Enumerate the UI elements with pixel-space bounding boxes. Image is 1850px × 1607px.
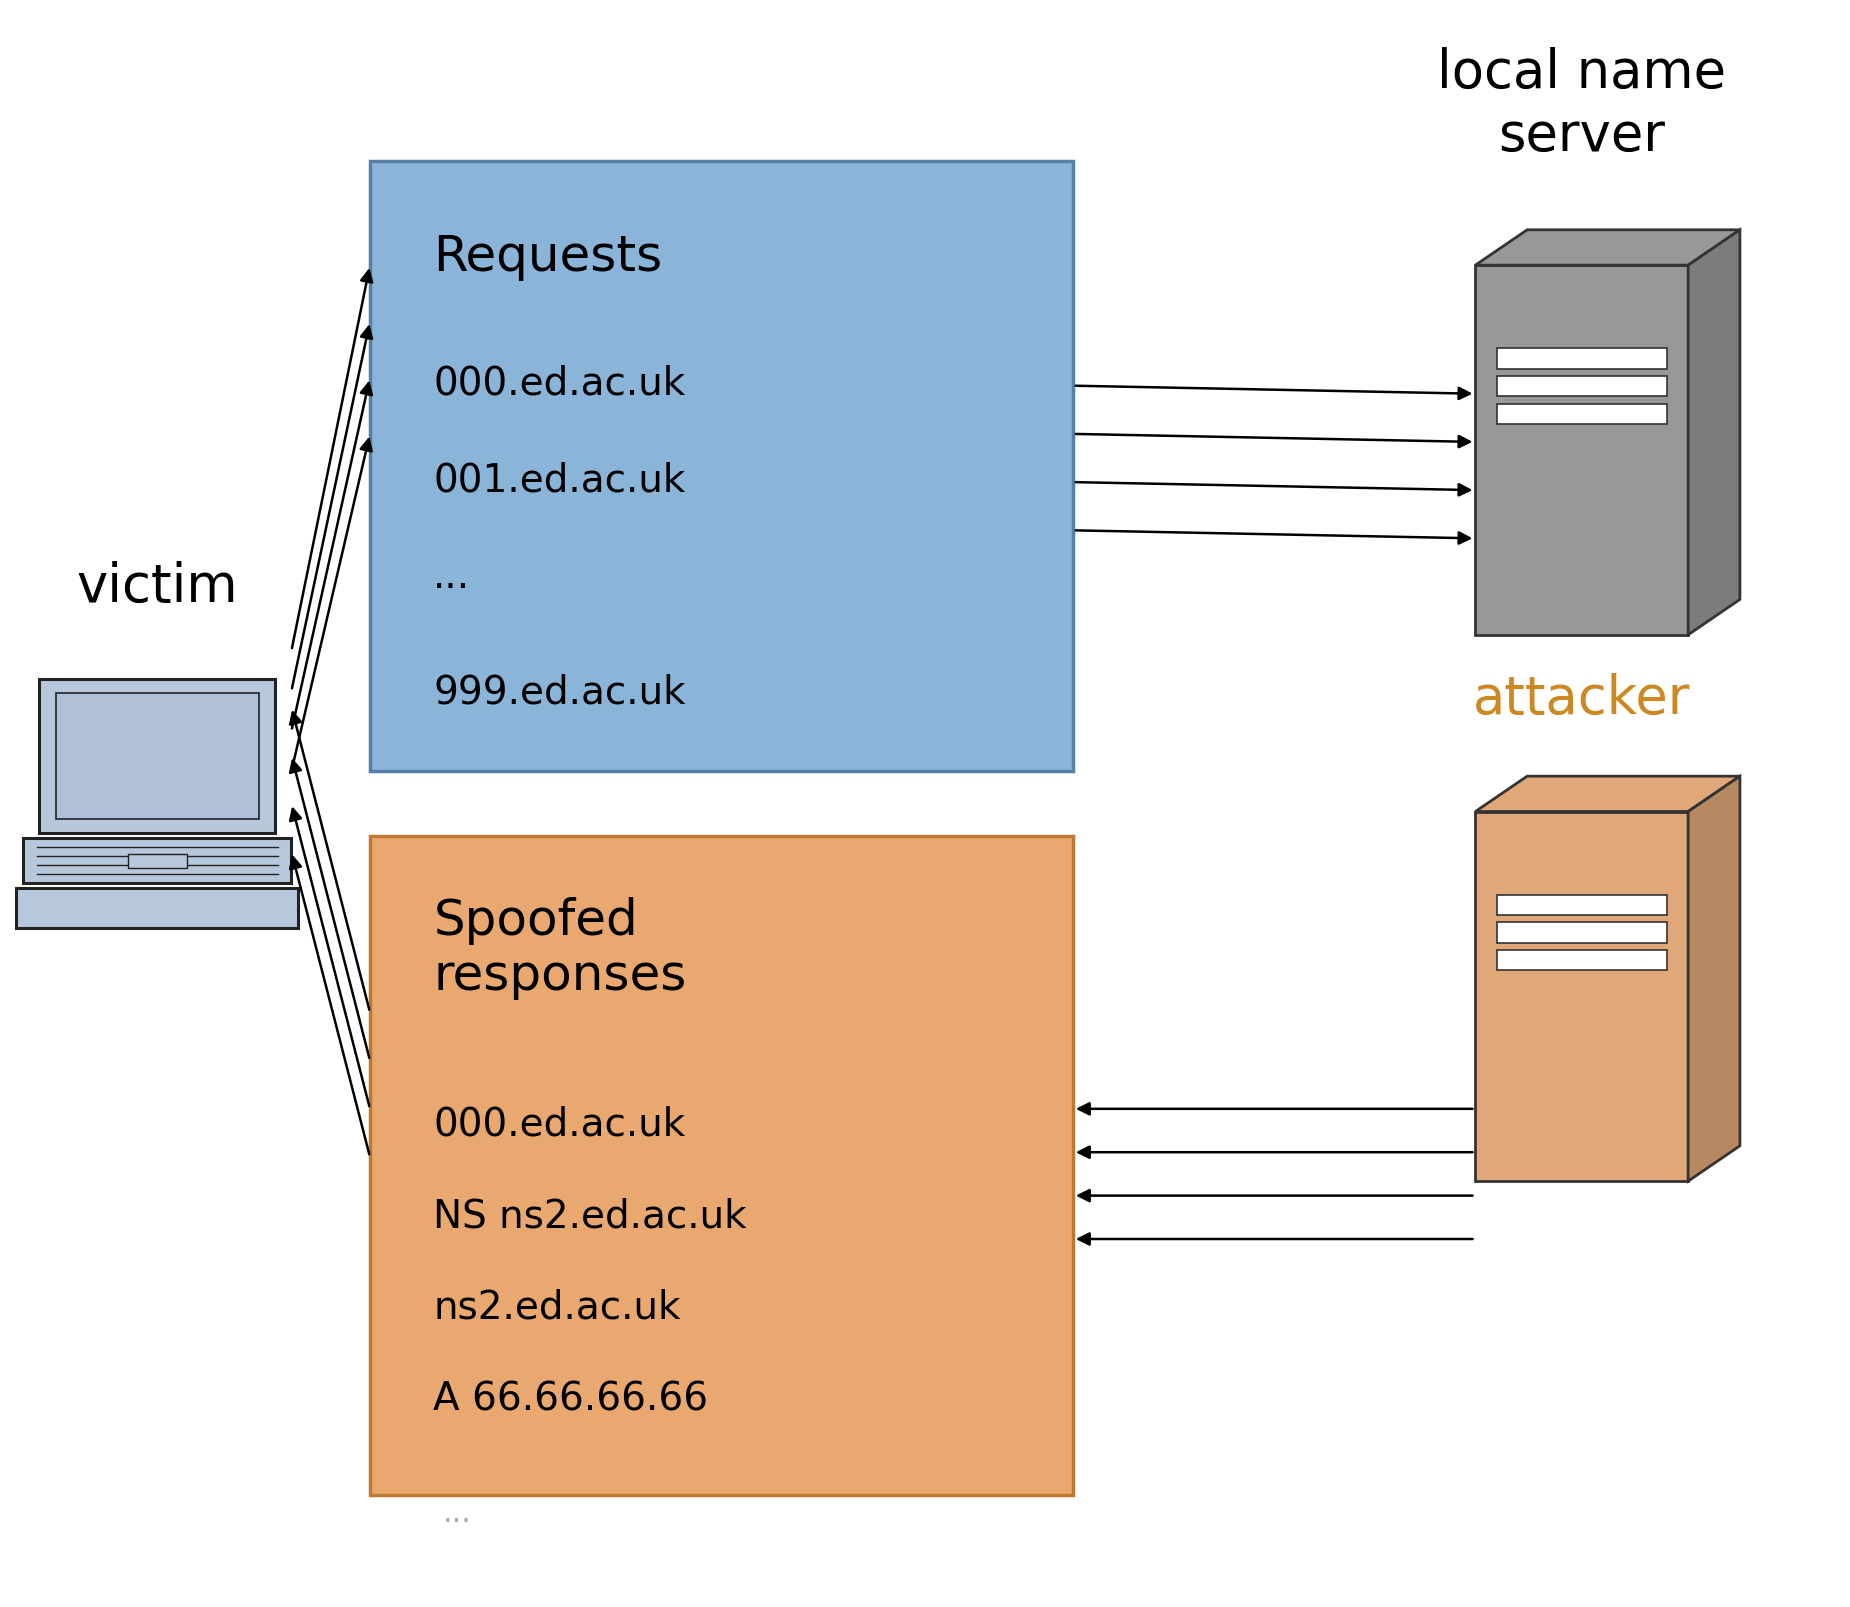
Text: A 66.66.66.66: A 66.66.66.66 bbox=[433, 1380, 709, 1419]
Text: ...: ... bbox=[433, 558, 470, 596]
Bar bbox=[1497, 376, 1667, 397]
Polygon shape bbox=[1687, 230, 1739, 635]
Text: 999.ed.ac.uk: 999.ed.ac.uk bbox=[433, 673, 686, 712]
Bar bbox=[1476, 812, 1687, 1181]
Bar bbox=[24, 839, 292, 884]
Text: ns2.ed.ac.uk: ns2.ed.ac.uk bbox=[433, 1289, 681, 1327]
Text: Requests: Requests bbox=[433, 233, 662, 281]
Bar bbox=[1497, 349, 1667, 368]
Bar bbox=[1497, 950, 1667, 971]
Bar bbox=[39, 678, 276, 834]
Text: 001.ed.ac.uk: 001.ed.ac.uk bbox=[433, 461, 686, 500]
Text: Spoofed
responses: Spoofed responses bbox=[433, 897, 686, 1000]
Bar bbox=[1497, 403, 1667, 424]
Bar bbox=[370, 161, 1073, 771]
Bar bbox=[56, 693, 259, 820]
Bar bbox=[370, 836, 1073, 1495]
Polygon shape bbox=[1476, 230, 1739, 265]
Polygon shape bbox=[1687, 776, 1739, 1181]
Polygon shape bbox=[1476, 776, 1739, 812]
Bar bbox=[128, 853, 187, 868]
Text: attacker: attacker bbox=[1473, 673, 1691, 725]
Text: ...: ... bbox=[442, 1499, 472, 1528]
Text: local name
server: local name server bbox=[1437, 47, 1726, 162]
Text: NS ns2.ed.ac.uk: NS ns2.ed.ac.uk bbox=[433, 1197, 747, 1236]
Bar bbox=[1476, 265, 1687, 635]
Text: 000.ed.ac.uk: 000.ed.ac.uk bbox=[433, 1106, 686, 1144]
Bar bbox=[17, 889, 298, 929]
Bar bbox=[1497, 922, 1667, 943]
Text: 000.ed.ac.uk: 000.ed.ac.uk bbox=[433, 365, 686, 403]
Bar bbox=[1497, 895, 1667, 914]
Text: victim: victim bbox=[76, 561, 239, 612]
